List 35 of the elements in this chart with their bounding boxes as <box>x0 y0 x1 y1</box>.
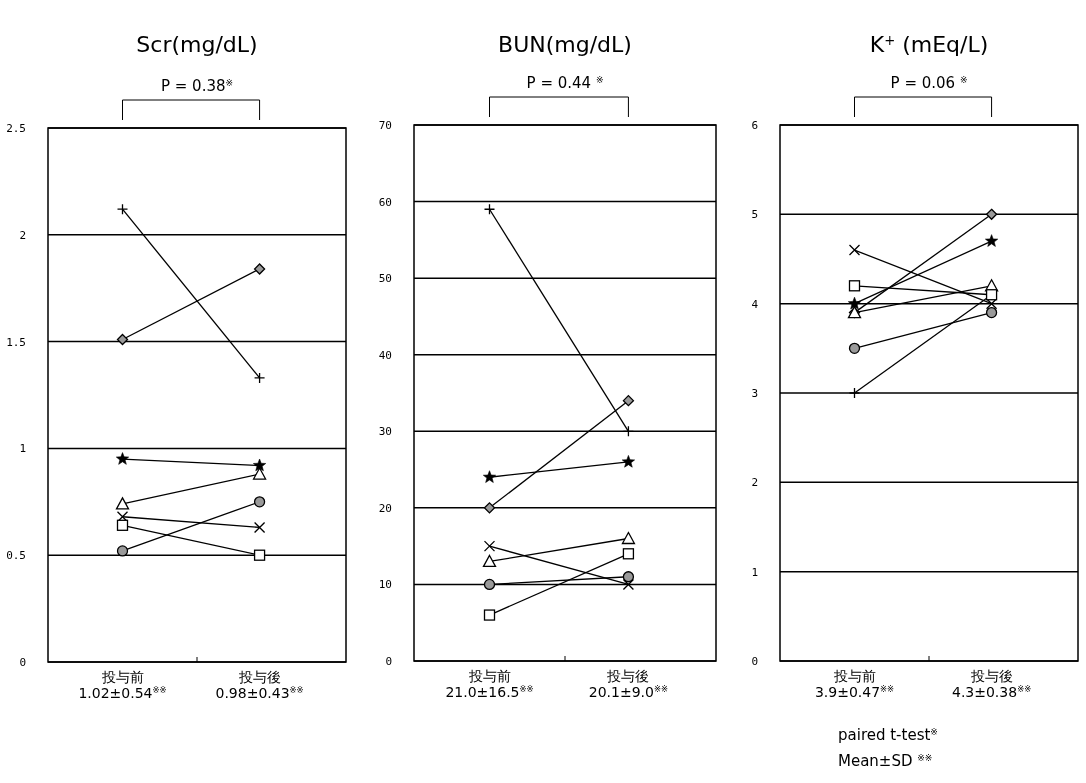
y-tick-label: 40 <box>378 348 392 362</box>
text: paired t-test$^{※}$ <box>838 726 938 744</box>
chart-title: BUN(mg/dL) <box>498 32 632 57</box>
x-tick-label: 投与前 3.9±0.47$^{※※}$ <box>814 668 895 700</box>
x-tick-label: 投与後 20.1±9.0$^{※※}$ <box>588 668 669 700</box>
text: P = 0.06 $^{※}$ <box>890 74 968 92</box>
x-tick-label: 投与前 21.0±16.5$^{※※}$ <box>445 668 534 700</box>
y-tick-label: 2 <box>19 228 26 242</box>
y-tick-label: 50 <box>378 272 392 286</box>
y-tick-label: 70 <box>378 119 392 132</box>
chart-title: Scr(mg/dL) <box>136 32 258 57</box>
text: Mean±SD $^{※※}$ <box>838 752 933 770</box>
x-tick-label: 投与前 1.02±0.54$^{※※}$ <box>78 669 167 701</box>
text: P = 0.38$^{※}$ <box>160 77 234 95</box>
y-tick-label: 0 <box>19 656 26 669</box>
x-tick-label: 投与後 0.98±0.43$^{※※}$ <box>215 669 304 701</box>
y-tick-label: 1 <box>19 442 26 456</box>
y-tick-label: 4 <box>751 297 759 311</box>
x-tick-label: 投与後 4.3±0.38$^{※※}$ <box>951 668 1032 700</box>
y-tick-label: 0.5 <box>6 549 26 563</box>
y-tick-label: 1 <box>751 565 758 579</box>
chart-title: K$^{+}$ (mEq/L) <box>869 32 989 57</box>
y-tick-label: 1.5 <box>6 335 26 349</box>
y-tick-label: 0 <box>751 655 758 668</box>
y-tick-label: 3 <box>751 387 758 400</box>
y-tick-label: 2 <box>751 476 758 490</box>
text: P = 0.44 $^{※}$ <box>526 74 604 92</box>
y-tick-label: 10 <box>378 578 392 592</box>
y-tick-label: 30 <box>378 425 392 439</box>
y-tick-label: 5 <box>751 208 758 222</box>
y-tick-label: 6 <box>751 119 758 132</box>
y-tick-label: 2.5 <box>6 122 26 135</box>
y-tick-label: 60 <box>378 195 392 209</box>
y-tick-label: 0 <box>385 655 392 668</box>
y-tick-label: 20 <box>378 501 392 515</box>
